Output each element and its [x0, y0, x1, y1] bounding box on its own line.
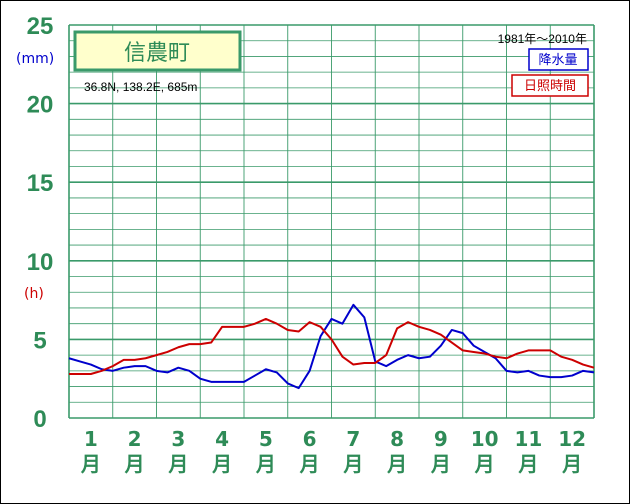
- grid: [68, 24, 595, 419]
- y-tick-label: 15: [27, 170, 54, 197]
- month-number-label: 6: [303, 427, 317, 451]
- legend-sunshine-label: 日照時間: [524, 79, 576, 94]
- month-suffix-label: 月: [255, 452, 276, 476]
- month-number-label: 11: [514, 427, 542, 451]
- series-lines: [68, 303, 595, 390]
- y-tick-label: 25: [27, 13, 54, 40]
- month-suffix-label: 月: [80, 452, 101, 476]
- sunshine-unit-label: (h): [24, 286, 44, 302]
- month-suffix-label: 月: [342, 452, 363, 476]
- period-label: 1981年〜2010年: [498, 32, 587, 46]
- month-suffix-label: 月: [430, 452, 451, 476]
- month-number-label: 9: [434, 427, 448, 451]
- month-suffix-label: 月: [167, 452, 188, 476]
- station-location: 36.8N, 138.2E, 685m: [84, 80, 197, 94]
- month-suffix-label: 月: [517, 452, 538, 476]
- month-number-label: 7: [346, 427, 360, 451]
- station-title-box: 信農町: [73, 30, 242, 72]
- station-title-frame: [73, 30, 242, 72]
- y-tick-label: 0: [33, 406, 46, 433]
- legend-precip-box: [528, 48, 589, 71]
- month-number-label: 4: [215, 427, 229, 451]
- month-suffix-label: 月: [474, 452, 495, 476]
- month-number-label: 2: [128, 427, 142, 451]
- legend-sunshine-box: [511, 74, 589, 97]
- month-number-label: 3: [171, 427, 185, 451]
- month-number-label: 12: [558, 427, 586, 451]
- legend-precip-label: 降水量: [538, 53, 577, 68]
- month-number-label: 5: [259, 427, 273, 451]
- month-number-label: 10: [471, 427, 499, 451]
- legend: 降水量 日照時間: [511, 48, 589, 97]
- month-suffix-label: 月: [561, 452, 582, 476]
- month-suffix-label: 月: [124, 452, 145, 476]
- y-axis-units: (mm) (h): [16, 51, 54, 302]
- precip-unit-label: (mm): [16, 51, 54, 67]
- y-tick-label: 10: [27, 249, 54, 276]
- y-tick-label: 5: [33, 327, 46, 354]
- month-suffix-label: 月: [211, 452, 232, 476]
- month-number-label: 8: [390, 427, 404, 451]
- month-suffix-label: 月: [299, 452, 320, 476]
- station-title: 信農町: [124, 41, 190, 66]
- y-tick-label: 20: [27, 92, 54, 119]
- month-suffix-label: 月: [386, 452, 407, 476]
- month-number-label: 1: [84, 427, 98, 451]
- y-axis-ticks: 0 5 10 15 20 25: [27, 13, 54, 433]
- sunshine-series-line: [69, 317, 595, 375]
- precip-series-line: [68, 303, 595, 390]
